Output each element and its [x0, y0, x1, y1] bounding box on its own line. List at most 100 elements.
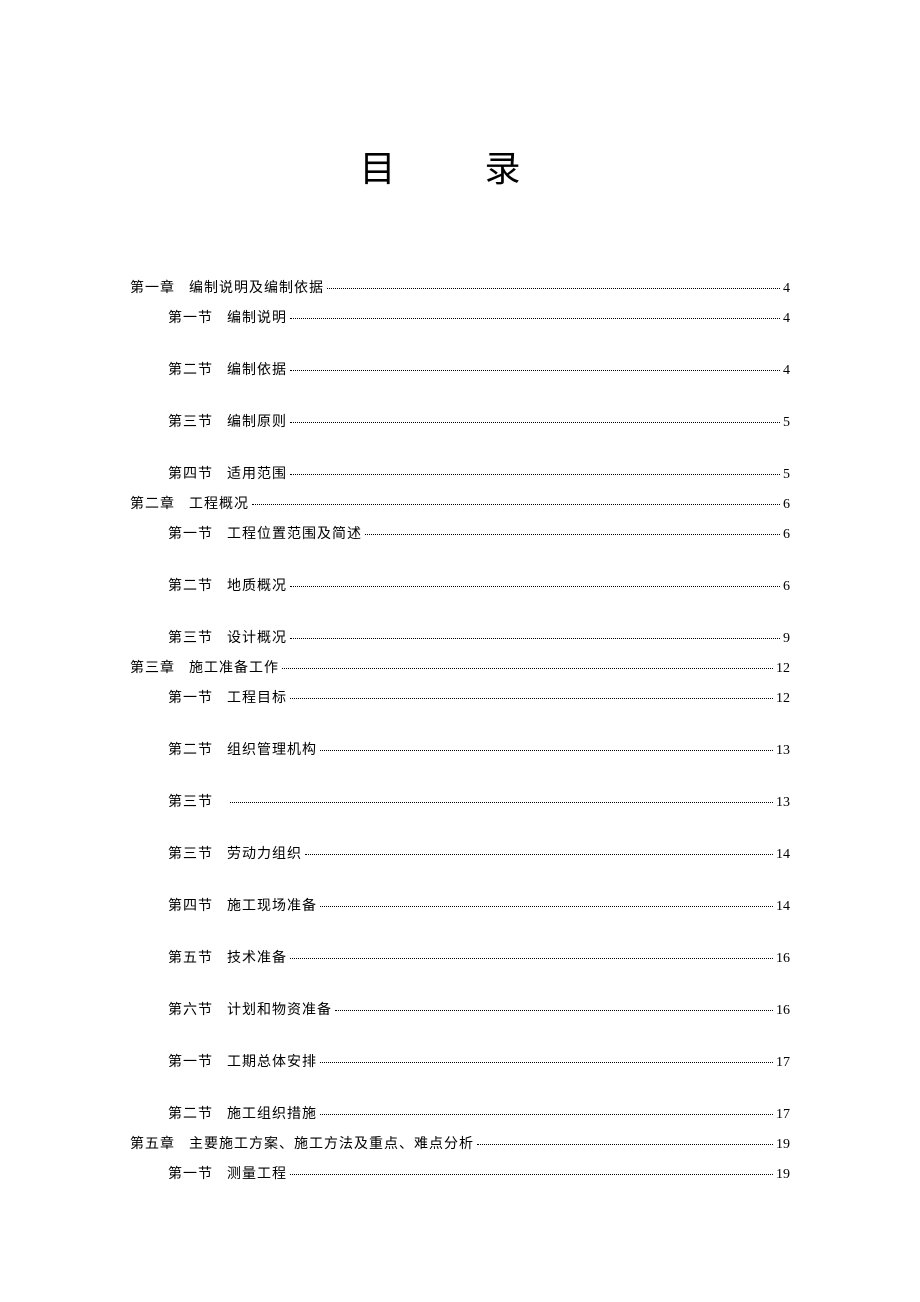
toc-leader-dots — [305, 854, 773, 855]
toc-entry: 第四节施工现场准备 14 — [130, 895, 790, 915]
toc-page-number: 4 — [783, 281, 790, 297]
toc-entry: 第三节设计概况 9 — [130, 627, 790, 647]
toc-entry-text: 测量工程 — [227, 1167, 287, 1182]
toc-entry-label: 第二节地质概况 — [168, 575, 287, 595]
toc-entry: 第三章施工准备工作 12 — [130, 657, 790, 677]
toc-page-number: 13 — [776, 795, 790, 811]
toc-entry-label: 第一节工期总体安排 — [168, 1051, 317, 1071]
toc-leader-dots — [282, 668, 773, 669]
toc-entry: 第一章编制说明及编制依据 4 — [130, 277, 790, 297]
toc-page-number: 12 — [776, 691, 790, 707]
toc-entry: 第二章工程概况6 — [130, 493, 790, 513]
toc-page-number: 9 — [783, 631, 790, 647]
toc-entry-label: 第二节施工组织措施 — [168, 1103, 317, 1123]
toc-page-number: 19 — [776, 1167, 790, 1183]
toc-page-number: 19 — [776, 1137, 790, 1153]
toc-leader-dots — [477, 1144, 773, 1145]
toc-entry-number: 第一节 — [168, 1167, 213, 1182]
toc-leader-dots — [327, 288, 780, 289]
toc-leader-dots — [290, 1174, 773, 1175]
toc-entry-label: 第二节组织管理机构 — [168, 739, 317, 759]
toc-entry-number: 第六节 — [168, 1003, 213, 1018]
toc-entry: 第四节适用范围 5 — [130, 463, 790, 483]
toc-entry-number: 第一章 — [130, 281, 175, 296]
toc-page-number: 6 — [783, 527, 790, 543]
toc-entry-label: 第三章施工准备工作 — [130, 657, 279, 677]
toc-entry-text: 施工准备工作 — [189, 661, 279, 676]
toc-entry-number: 第三章 — [130, 661, 175, 676]
toc-entry-label: 第一章编制说明及编制依据 — [130, 277, 324, 297]
toc-entry-label: 第三节编制原则 — [168, 411, 287, 431]
toc-page-number: 14 — [776, 847, 790, 863]
toc-entry: 第三节劳动力组织 14 — [130, 843, 790, 863]
toc-entry: 第二节编制依据 4 — [130, 359, 790, 379]
toc-entry-number: 第一节 — [168, 311, 213, 326]
toc-page-number: 16 — [776, 951, 790, 967]
toc-leader-dots — [320, 1114, 773, 1115]
toc-page-number: 5 — [783, 467, 790, 483]
toc-page-number: 16 — [776, 1003, 790, 1019]
toc-entry-number: 第三节 — [168, 415, 213, 430]
toc-entry: 第三节编制原则5 — [130, 411, 790, 431]
toc-entry-text: 计划和物资准备 — [227, 1003, 332, 1018]
toc-entry-label: 第三节劳动力组织 — [168, 843, 302, 863]
toc-leader-dots — [290, 318, 780, 319]
toc-entry-text: 编制依据 — [227, 363, 287, 378]
toc-leader-dots — [230, 802, 773, 803]
toc-entry-label: 第一节测量工程 — [168, 1163, 287, 1183]
toc-leader-dots — [335, 1010, 773, 1011]
toc-entry-number: 第二章 — [130, 497, 175, 512]
toc-entry-number: 第一节 — [168, 527, 213, 542]
toc-entry: 第一节工期总体安排 17 — [130, 1051, 790, 1071]
toc-entry: 第一节测量工程 19 — [130, 1163, 790, 1183]
toc-entry-number: 第一节 — [168, 691, 213, 706]
toc-entry-number: 第五节 — [168, 951, 213, 966]
toc-leader-dots — [320, 750, 773, 751]
toc-entry-text: 工程概况 — [189, 497, 249, 512]
toc-entry-number: 第二节 — [168, 579, 213, 594]
toc-entry: 第一节工程位置范围及简述 6 — [130, 523, 790, 543]
toc-entry-label: 第一节工程目标 — [168, 687, 287, 707]
toc-entry: 第二节地质概况 6 — [130, 575, 790, 595]
toc-page-number: 14 — [776, 899, 790, 915]
toc-entry-text: 施工组织措施 — [227, 1107, 317, 1122]
toc-page-number: 4 — [783, 311, 790, 327]
toc-leader-dots — [320, 1062, 773, 1063]
toc-page-number: 6 — [783, 579, 790, 595]
toc-entry-label: 第五章主要施工方案、施工方法及重点、难点分析 — [130, 1133, 474, 1153]
toc-entry-text: 主要施工方案、施工方法及重点、难点分析 — [189, 1137, 474, 1152]
toc-leader-dots — [252, 504, 780, 505]
toc-entry-text: 技术准备 — [227, 951, 287, 966]
toc-page-number: 12 — [776, 661, 790, 677]
toc-entry-number: 第二节 — [168, 1107, 213, 1122]
toc-leader-dots — [290, 586, 780, 587]
toc-entry: 第三节 13 — [130, 791, 790, 811]
toc-entry-text: 施工现场准备 — [227, 899, 317, 914]
toc-entry: 第五章主要施工方案、施工方法及重点、难点分析 19 — [130, 1133, 790, 1153]
toc-page-number: 17 — [776, 1055, 790, 1071]
toc-entry-number: 第三节 — [168, 795, 213, 810]
toc-entry-label: 第五节技术准备 — [168, 947, 287, 967]
toc-entry-label: 第二章工程概况 — [130, 493, 249, 513]
toc-entry-text: 编制说明及编制依据 — [189, 281, 324, 296]
toc-entry-label: 第六节计划和物资准备 — [168, 999, 332, 1019]
toc-entry-label: 第一节工程位置范围及简述 — [168, 523, 362, 543]
toc-page-number: 13 — [776, 743, 790, 759]
toc-title: 目 录 — [130, 140, 790, 192]
toc-entry-number: 第五章 — [130, 1137, 175, 1152]
toc-entry-label: 第三节 — [168, 791, 227, 811]
toc-entry: 第一节工程目标 12 — [130, 687, 790, 707]
toc-leader-dots — [290, 958, 773, 959]
toc-entry-text: 编制说明 — [227, 311, 287, 326]
toc-entry-text: 工程位置范围及简述 — [227, 527, 362, 542]
toc-entry-number: 第四节 — [168, 899, 213, 914]
toc-entry-label: 第一节编制说明 — [168, 307, 287, 327]
toc-entry-label: 第三节设计概况 — [168, 627, 287, 647]
toc-entry-label: 第四节适用范围 — [168, 463, 287, 483]
toc-entry-label: 第二节编制依据 — [168, 359, 287, 379]
toc-leader-dots — [290, 698, 773, 699]
toc-page-number: 4 — [783, 363, 790, 379]
toc-entry-text: 劳动力组织 — [227, 847, 302, 862]
toc-entry-text: 工期总体安排 — [227, 1055, 317, 1070]
toc-entry: 第一节编制说明 4 — [130, 307, 790, 327]
